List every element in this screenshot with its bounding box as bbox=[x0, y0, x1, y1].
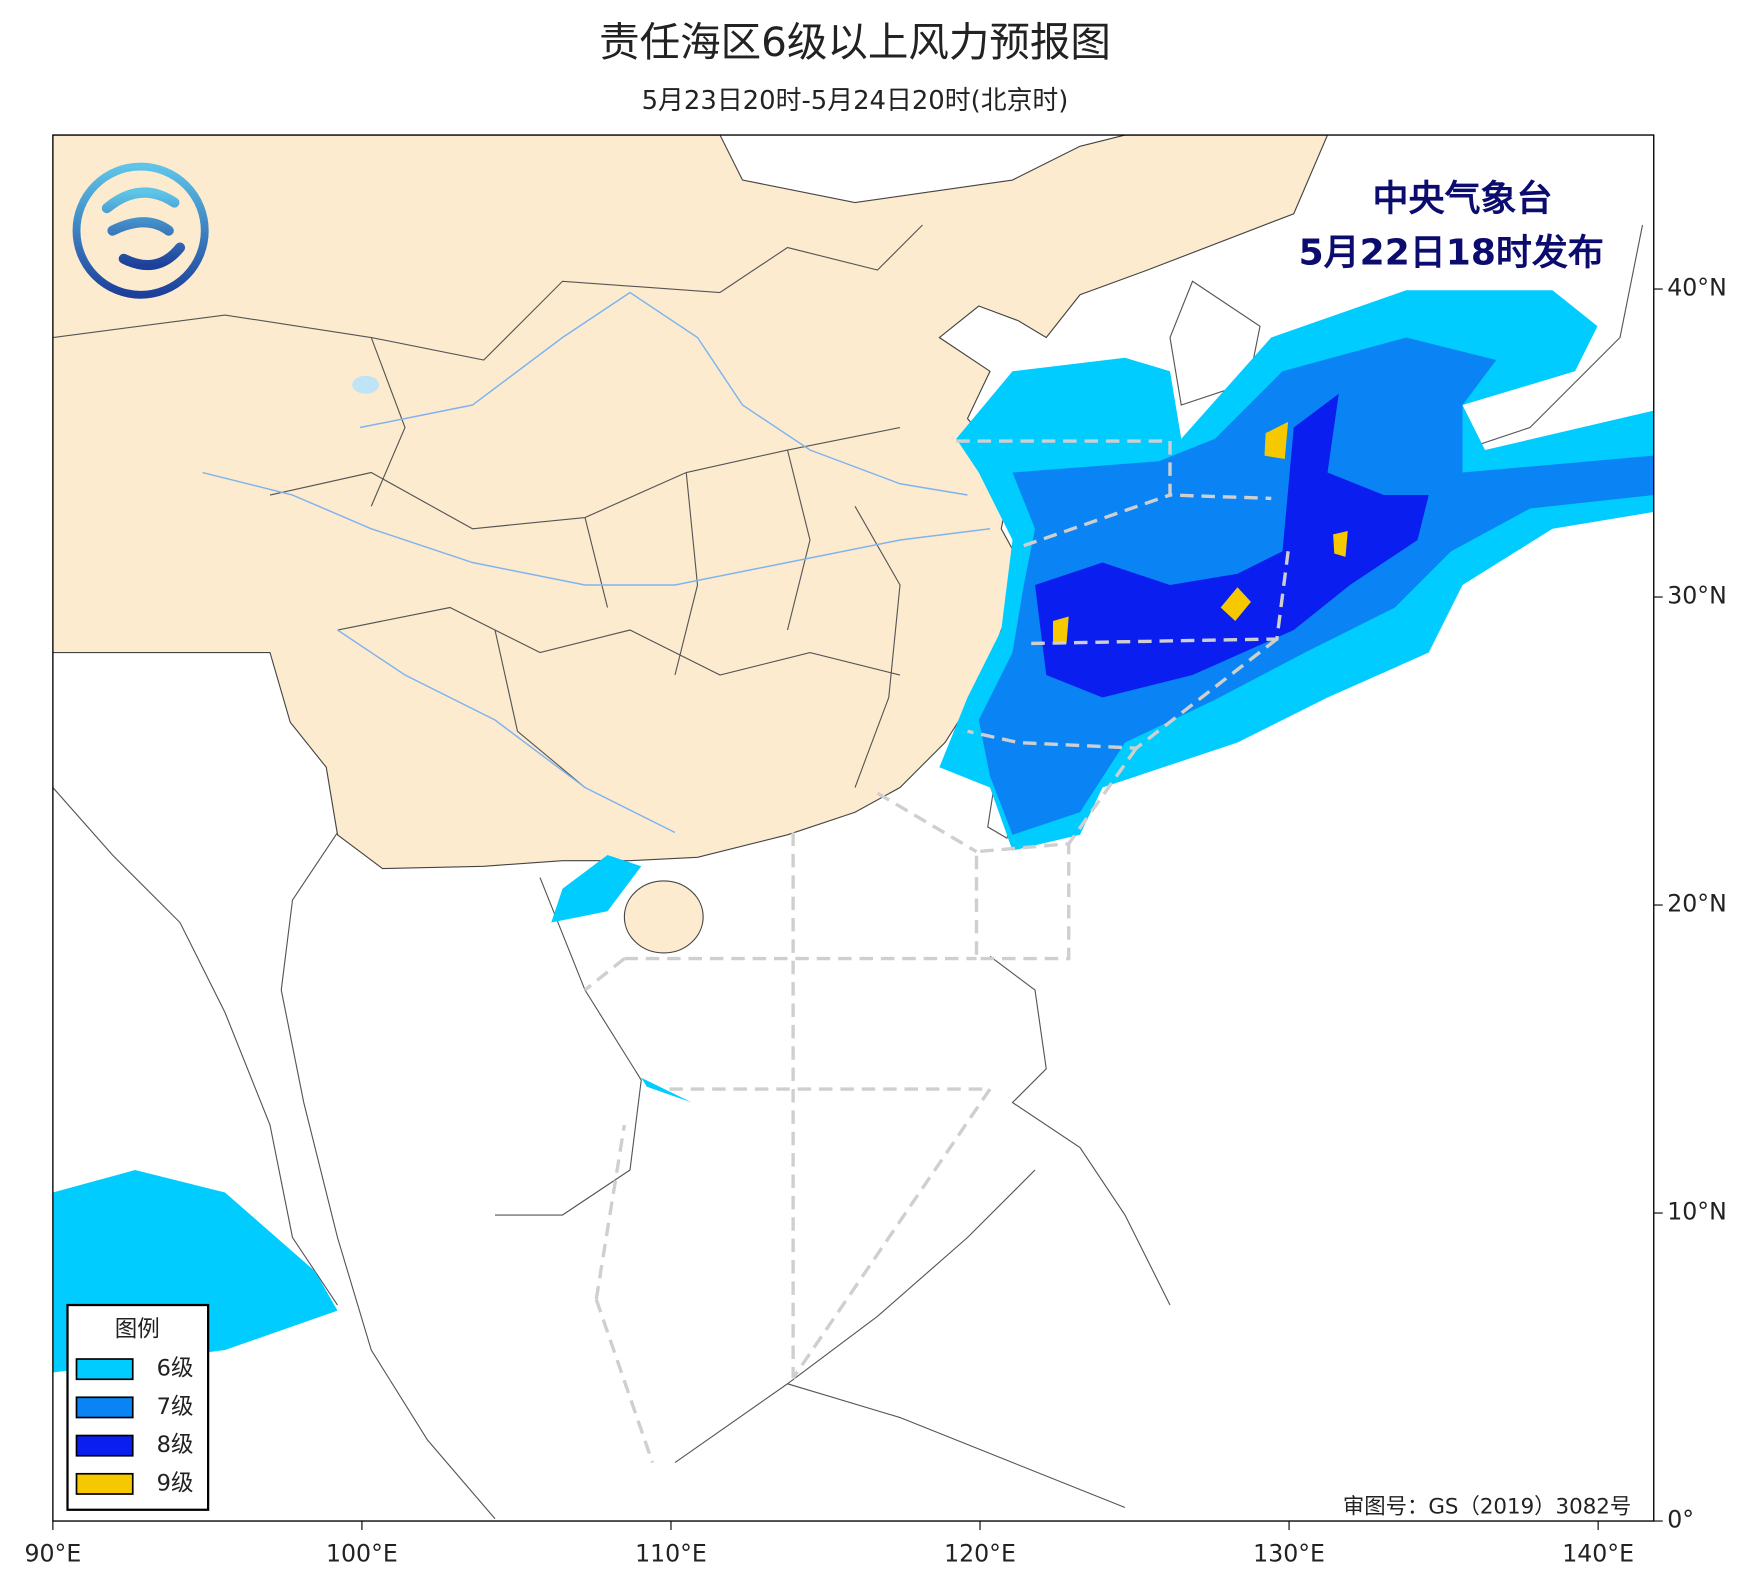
legend-swatch bbox=[75, 1358, 134, 1381]
issue-time: 5月22日18时发布 bbox=[1299, 232, 1604, 273]
y-tick-label: 40°N bbox=[1667, 274, 1727, 302]
x-tick-label: 110°E bbox=[635, 1539, 707, 1567]
x-tick-label: 100°E bbox=[326, 1539, 398, 1567]
x-tick-label: 140°E bbox=[1562, 1539, 1634, 1567]
legend-items: 6级 7级 8级 9级 bbox=[75, 1356, 194, 1496]
y-tick-label: 30°N bbox=[1667, 582, 1727, 610]
legend: 图例 6级 7级 8级 9级 bbox=[66, 1303, 210, 1511]
legend-swatch bbox=[75, 1396, 134, 1419]
logo bbox=[72, 162, 209, 299]
hainan bbox=[623, 880, 704, 954]
subtitle: 5月23日20时-5月24日20时(北京时) bbox=[642, 86, 1069, 116]
legend-label: 9级 bbox=[157, 1470, 194, 1496]
sea-area-boundaries bbox=[583, 439, 1290, 1464]
issuer: 中央气象台 bbox=[1372, 178, 1552, 219]
x-tick-label: 120°E bbox=[944, 1539, 1016, 1567]
legend-title: 图例 bbox=[115, 1316, 160, 1342]
wind-area-level-8 bbox=[1035, 393, 1429, 698]
legend-swatch bbox=[75, 1434, 134, 1457]
legend-label: 6级 bbox=[157, 1356, 194, 1382]
axis-ticks: 90°E 100°E 110°E 120°E 130°E 140°E 0° 10°N 20°N 3… bbox=[24, 274, 1726, 1568]
x-tick-label: 130°E bbox=[1253, 1539, 1325, 1567]
china-land bbox=[52, 135, 1329, 870]
wind-areas bbox=[52, 290, 1654, 1373]
rivers bbox=[202, 291, 991, 834]
legend-label: 8级 bbox=[157, 1432, 194, 1458]
province-borders bbox=[52, 224, 923, 788]
legend-swatch bbox=[75, 1472, 134, 1495]
lake bbox=[352, 375, 380, 394]
approval-number: 审图号：GS（2019）3082号 bbox=[1343, 1495, 1631, 1520]
y-tick-label: 0° bbox=[1667, 1506, 1694, 1534]
x-tick-label: 90°E bbox=[24, 1539, 81, 1567]
y-tick-label: 20°N bbox=[1667, 890, 1727, 918]
map-body bbox=[52, 135, 1654, 1522]
y-tick-label: 10°N bbox=[1667, 1198, 1727, 1226]
legend-label: 7级 bbox=[157, 1394, 194, 1420]
map-frame bbox=[52, 134, 1655, 1522]
title: 责任海区6级以上风力预报图 bbox=[599, 18, 1111, 66]
